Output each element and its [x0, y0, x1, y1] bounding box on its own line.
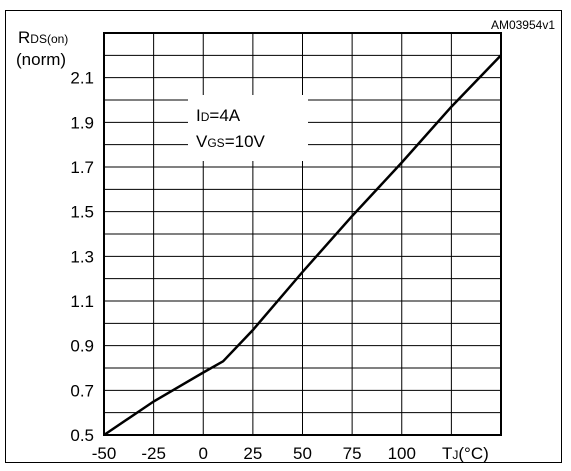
y-tick-label: 1.3 — [70, 247, 94, 266]
chart-frame: AM03954v1 RDS(on) (norm) 0.5 0.7 0.9 1.1 1.3… — [5, 10, 562, 463]
reference-code: AM03954v1 — [491, 18, 555, 32]
x-tick-label: 100 — [388, 444, 416, 463]
y-tick-label: 0.7 — [70, 381, 94, 400]
annotation-background — [188, 95, 308, 161]
y-axis-ticks: 0.5 0.7 0.9 1.1 1.3 1.5 1.7 1.9 2.1 — [70, 69, 94, 445]
x-tick-label: 50 — [293, 444, 312, 463]
series-line — [103, 54, 502, 437]
annotation-gate-voltage: VGS=10V — [196, 132, 266, 151]
plot-area — [103, 32, 502, 436]
x-tick-label: 75 — [343, 444, 362, 463]
x-tick-label: -25 — [141, 444, 166, 463]
x-tick-label: 0 — [199, 444, 208, 463]
y-tick-label: 1.7 — [70, 158, 94, 177]
grid — [104, 33, 501, 435]
y-tick-label: 1.5 — [70, 203, 94, 222]
y-tick-label: 1.1 — [70, 292, 94, 311]
x-tick-label: -50 — [92, 444, 117, 463]
y-tick-label: 0.9 — [70, 337, 94, 356]
y-tick-label: 2.1 — [70, 69, 94, 88]
y-tick-label: 1.9 — [70, 113, 94, 132]
y-axis-unit: (norm) — [16, 50, 66, 69]
annotation-drain-current: ID=4A — [196, 106, 241, 125]
x-axis-ticks: -50 -25 0 25 50 75 100 — [92, 444, 416, 463]
y-axis-label: RDS(on) — [18, 28, 68, 47]
rdson-temperature-chart: AM03954v1 RDS(on) (norm) 0.5 0.7 0.9 1.1 1.3… — [16, 18, 555, 463]
x-axis-label: TJ(°C) — [442, 444, 489, 463]
y-tick-label: 0.5 — [70, 426, 94, 445]
x-tick-label: 25 — [243, 444, 262, 463]
